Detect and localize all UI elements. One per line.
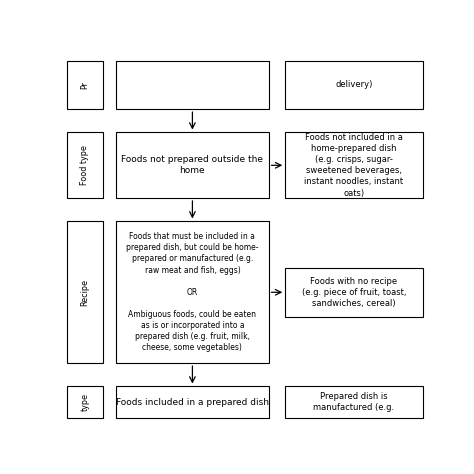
FancyBboxPatch shape	[285, 386, 423, 418]
FancyBboxPatch shape	[116, 221, 269, 363]
Text: type: type	[81, 393, 90, 411]
Text: Pr: Pr	[81, 81, 90, 89]
FancyBboxPatch shape	[66, 386, 103, 418]
Text: Foods not prepared outside the
home: Foods not prepared outside the home	[121, 155, 264, 175]
FancyBboxPatch shape	[66, 221, 103, 363]
Text: Foods with no recipe
(e.g. piece of fruit, toast,
sandwiches, cereal): Foods with no recipe (e.g. piece of frui…	[302, 277, 406, 308]
FancyBboxPatch shape	[66, 133, 103, 198]
FancyBboxPatch shape	[285, 268, 423, 317]
FancyBboxPatch shape	[66, 61, 103, 109]
FancyBboxPatch shape	[116, 386, 269, 418]
Text: Foods included in a prepared dish: Foods included in a prepared dish	[116, 398, 269, 407]
FancyBboxPatch shape	[285, 61, 423, 109]
Text: Food type: Food type	[81, 146, 90, 185]
FancyBboxPatch shape	[116, 61, 269, 109]
FancyBboxPatch shape	[285, 133, 423, 198]
Text: Recipe: Recipe	[81, 279, 90, 306]
Text: Prepared dish is
manufactured (e.g.: Prepared dish is manufactured (e.g.	[313, 392, 395, 412]
Text: Foods not included in a
home-prepared dish
(e.g. crisps, sugar-
sweetened bevera: Foods not included in a home-prepared di…	[304, 133, 403, 198]
FancyBboxPatch shape	[116, 133, 269, 198]
Text: delivery): delivery)	[336, 81, 373, 90]
Text: Foods that must be included in a
prepared dish, but could be home-
prepared or m: Foods that must be included in a prepare…	[126, 232, 259, 352]
